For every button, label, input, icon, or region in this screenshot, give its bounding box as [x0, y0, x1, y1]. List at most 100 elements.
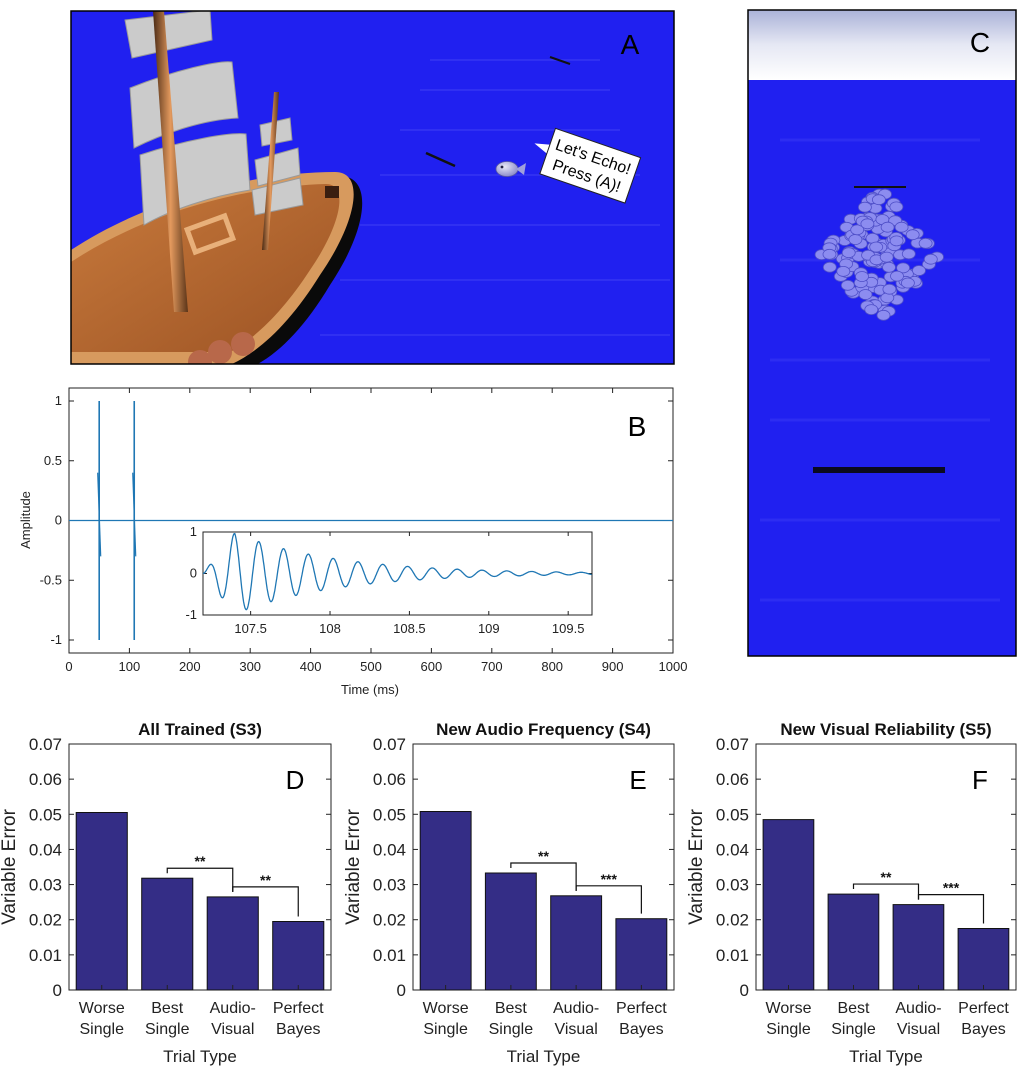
cloud-dot [880, 221, 895, 233]
waveform-xtick-label: 200 [179, 659, 201, 674]
bar [75, 812, 128, 991]
significance-label: ** [195, 853, 206, 869]
cloud-dot [822, 261, 837, 273]
inset-axes [202, 531, 593, 616]
inset-ytick-label: 0 [190, 566, 197, 581]
bar-xlabel: Trial Type [163, 1047, 237, 1066]
bar-ylabel: Variable Error [0, 808, 20, 924]
bar-ytick-label: 0.06 [716, 770, 749, 789]
bar [892, 904, 945, 991]
waveform-ytick-label: -0.5 [40, 572, 62, 587]
panel-letter: E [629, 765, 646, 795]
bar-category-label: Single [766, 1021, 811, 1038]
cloud-dot [869, 241, 884, 253]
waveform-xtick-label: 800 [541, 659, 563, 674]
bar-xlabel: Trial Type [507, 1047, 581, 1066]
significance-label: *** [601, 871, 618, 887]
cloud-dot [841, 247, 856, 259]
speech-bubble: Let's Echo! Press (A)! [534, 127, 642, 204]
bar [762, 819, 815, 991]
bar-chart-e: 0 0.01 0.02 0.03 0.04 0.05 0.06 0.07 Worse Single… [343, 720, 675, 1066]
cloud-dot [890, 270, 904, 282]
cloud-dot [848, 234, 863, 245]
waveform-xtick-label: 100 [119, 659, 141, 674]
bar [827, 893, 880, 991]
bar-ytick-label: 0.01 [716, 946, 749, 965]
bar-category-label: Audio- [553, 1000, 599, 1017]
bar-chart-f: 0 0.01 0.02 0.03 0.04 0.05 0.06 0.07 Worse Single… [686, 720, 1017, 1066]
bar-category-label: Single [80, 1021, 125, 1038]
panel-letter: D [286, 765, 305, 795]
bar [272, 921, 325, 991]
significance-label: ** [260, 872, 271, 888]
bar [615, 918, 668, 991]
bar-ytick-label: 0.03 [716, 876, 749, 895]
cloud-dot [905, 229, 920, 241]
inset-ytick-label: 1 [190, 524, 197, 539]
bar-chart-title: New Audio Frequency (S4) [436, 720, 651, 739]
sky [748, 10, 1016, 80]
cloud-dot [912, 265, 926, 276]
bar-ytick-label: 0.01 [373, 946, 406, 965]
cloud-dot [876, 309, 891, 321]
cloud-dot [923, 253, 938, 265]
bar-ytick-label: 0.03 [29, 876, 62, 895]
rear-mast [262, 92, 279, 250]
cloud-dot [872, 194, 886, 206]
significance-label: ** [538, 848, 549, 864]
bar-ytick-label: 0.05 [29, 805, 62, 824]
bar-ytick-label: 0.05 [373, 805, 406, 824]
target-marker-far [549, 56, 571, 65]
waveform-xtick-label: 900 [602, 659, 624, 674]
bar-category-label: Visual [897, 1021, 940, 1038]
bar-category-label: Bayes [961, 1021, 1005, 1038]
significance-bracket [232, 886, 299, 917]
bar-category-label: Visual [554, 1021, 597, 1038]
waveform-ytick-label: 0 [55, 513, 62, 528]
bar-category-label: Audio- [895, 1000, 941, 1017]
waveform-ytick-label: -1 [50, 632, 62, 647]
cloud-dot [879, 251, 894, 263]
bar-ytick-label: 0.02 [373, 911, 406, 930]
waveform-xtick-label: 1000 [659, 659, 688, 674]
bar-category-label: Best [151, 1000, 184, 1017]
cloud-dot [858, 201, 872, 213]
inset-xtick-label: 109.5 [552, 621, 585, 636]
inset-xtick-label: 108 [319, 621, 341, 636]
bar-ytick-label: 0.04 [716, 840, 749, 859]
panel-a: Let's Echo! Press (A)! A [70, 10, 675, 365]
bar-category-label: Best [837, 1000, 870, 1017]
bar-panels: 0 0.01 0.02 0.03 0.04 0.05 0.06 0.07 Worse Single… [0, 720, 1017, 1066]
waveform-ytick-label: 1 [55, 393, 62, 408]
bar-ytick-label: 0.04 [29, 840, 62, 859]
waveform-xtick-label: 400 [300, 659, 322, 674]
cloud-dot [860, 218, 875, 230]
significance-bracket [917, 894, 985, 924]
waveform-xtick-label: 0 [65, 659, 72, 674]
bar-category-label: Perfect [616, 1000, 667, 1017]
panel-c-letter: C [970, 27, 990, 58]
bar-category-label: Single [145, 1021, 190, 1038]
panel-letter: F [972, 765, 988, 795]
bar-ytick-label: 0.07 [716, 735, 749, 754]
cloud-dot [889, 235, 904, 247]
cloud-dot [894, 221, 909, 233]
bar [206, 896, 259, 991]
panel-c-frame [747, 9, 1017, 657]
significance-bracket [852, 883, 920, 900]
panel-c: C [747, 9, 1017, 657]
click-spike-ring [97, 472, 102, 557]
bar-category-label: Visual [211, 1021, 254, 1038]
bar-ytick-label: 0.07 [29, 735, 62, 754]
bar-ytick-label: 0.05 [716, 805, 749, 824]
inset-xtick-label: 109 [478, 621, 500, 636]
inset-xtick-label: 108.5 [393, 621, 426, 636]
waveform-xtick-label: 700 [481, 659, 503, 674]
cloud-dot [850, 224, 865, 236]
wave-texture-c [760, 138, 1000, 602]
bar-ytick-label: 0.06 [29, 770, 62, 789]
bar-category-label: Bayes [276, 1021, 320, 1038]
significance-label: *** [943, 880, 960, 896]
bar-ytick-label: 0.07 [373, 735, 406, 754]
